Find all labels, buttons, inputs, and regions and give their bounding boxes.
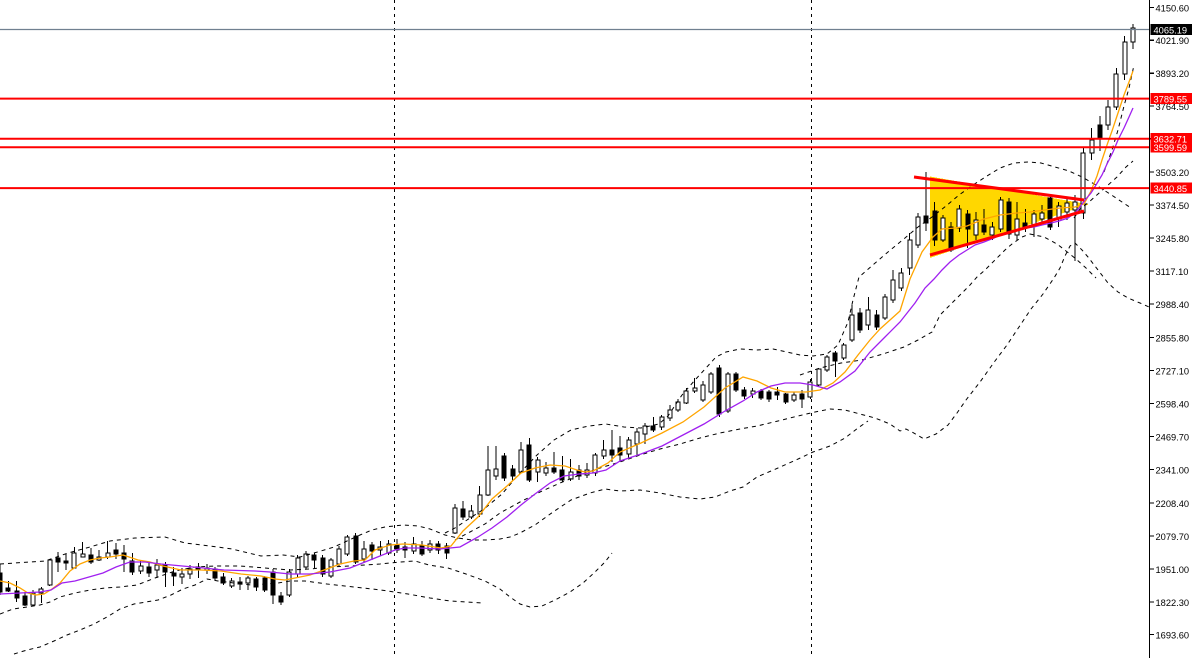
svg-text:2988.40: 2988.40: [1156, 300, 1190, 310]
svg-text:3503.20: 3503.20: [1156, 168, 1190, 178]
svg-text:3440.85: 3440.85: [1154, 184, 1188, 194]
svg-text:3374.50: 3374.50: [1156, 201, 1190, 211]
svg-text:3789.55: 3789.55: [1154, 94, 1188, 104]
svg-text:1822.30: 1822.30: [1156, 598, 1190, 608]
svg-text:4065.19: 4065.19: [1154, 25, 1188, 35]
svg-text:4150.60: 4150.60: [1156, 3, 1190, 13]
svg-text:3599.59: 3599.59: [1154, 143, 1188, 153]
svg-text:2341.00: 2341.00: [1156, 465, 1190, 475]
svg-text:2079.70: 2079.70: [1156, 532, 1190, 542]
svg-text:3245.80: 3245.80: [1156, 234, 1190, 244]
svg-text:2855.80: 2855.80: [1156, 333, 1190, 343]
svg-text:2727.10: 2727.10: [1156, 366, 1190, 376]
svg-text:3893.20: 3893.20: [1156, 69, 1190, 79]
svg-text:2598.40: 2598.40: [1156, 399, 1190, 409]
svg-text:1951.00: 1951.00: [1156, 565, 1190, 575]
svg-text:4021.90: 4021.90: [1156, 36, 1190, 46]
svg-text:2469.70: 2469.70: [1156, 432, 1190, 442]
svg-text:1693.60: 1693.60: [1156, 630, 1190, 640]
svg-text:3117.10: 3117.10: [1156, 267, 1189, 277]
svg-text:2208.40: 2208.40: [1156, 499, 1190, 509]
